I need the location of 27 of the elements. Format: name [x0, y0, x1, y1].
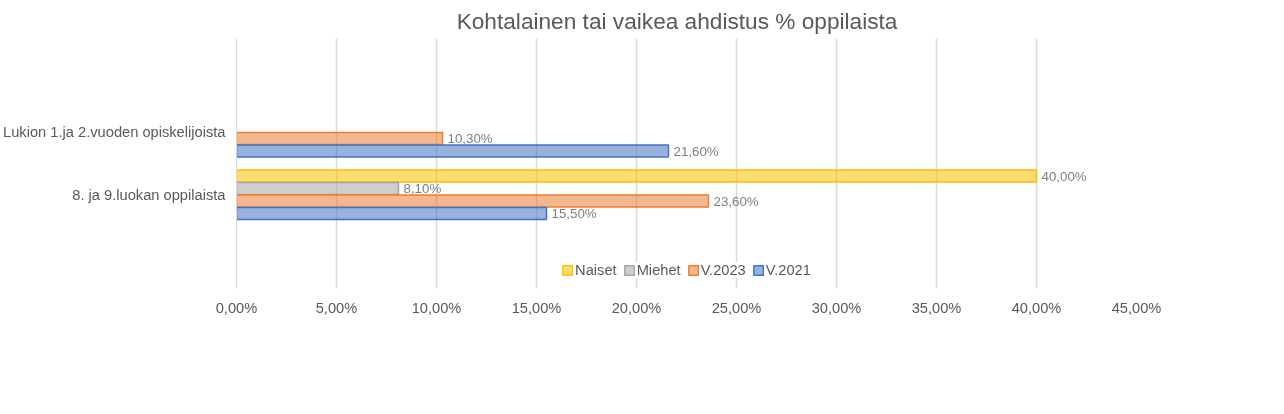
x-tick-label: 25,00% — [711, 299, 762, 316]
data-label: 10,30% — [447, 131, 493, 146]
x-tick-label: 35,00% — [911, 299, 962, 316]
legend-label: V.2023 — [700, 262, 746, 278]
x-tick-label: 5,00% — [315, 299, 358, 316]
y-tick-label: 8. ja 9.luokan oppilaista — [72, 186, 227, 203]
x-tick-label: 20,00% — [611, 299, 662, 316]
x-tick-label: 30,00% — [811, 299, 862, 316]
x-tick-label: 15,00% — [511, 299, 562, 316]
x-tick-label: 10,00% — [411, 299, 462, 316]
y-tick-label: Lukion 1.ja 2.vuoden opiskelijoista — [3, 124, 227, 141]
bar — [236, 169, 1038, 183]
legend-label: V.2021 — [765, 262, 811, 278]
x-tick-label: 45,00% — [1111, 299, 1162, 316]
data-label: 15,50% — [551, 206, 597, 221]
data-label: 40,00% — [1041, 168, 1087, 184]
x-tick-label: 40,00% — [1011, 299, 1062, 316]
chart-title: Kohtalainen tai vaikea ahdistus % oppilaista — [456, 7, 898, 34]
x-tick-label: 0,00% — [215, 299, 258, 316]
data-label: 8,10% — [403, 181, 442, 196]
data-label: 21,60% — [673, 143, 719, 159]
bar — [236, 206, 548, 221]
bar — [236, 194, 710, 208]
data-label: 23,60% — [713, 193, 759, 209]
legend-label: Naiset — [575, 262, 617, 278]
legend-label: Miehet — [636, 262, 681, 278]
bar — [236, 144, 670, 158]
